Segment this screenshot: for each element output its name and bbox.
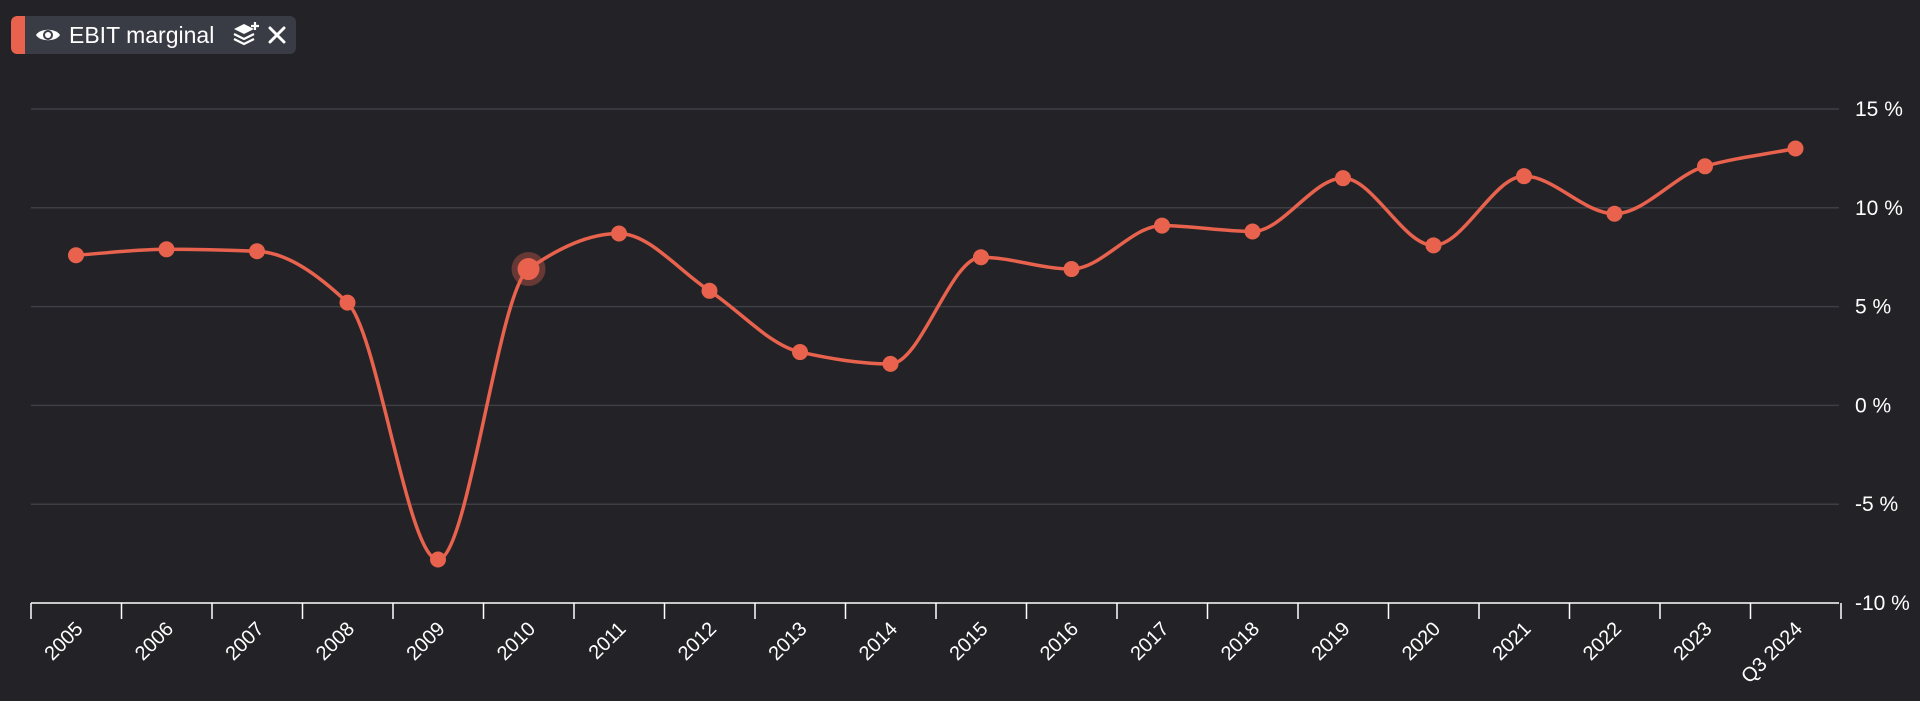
legend-color-swatch [11,16,25,54]
series-line [75,146,1796,562]
eye-icon[interactable] [35,26,61,44]
data-point[interactable] [1516,168,1532,185]
data-point[interactable] [1063,261,1080,278]
y-tick-label: -5 % [1855,493,1898,516]
x-tick-label: 2009 [403,618,450,665]
x-tick-label: 2022 [1579,618,1626,665]
x-tick-label: 2021 [1489,618,1536,665]
y-tick-label: 5 % [1855,296,1891,319]
data-point[interactable] [1787,140,1804,157]
y-tick-label: 10 % [1855,197,1903,220]
x-tick-label: 2012 [674,618,721,665]
x-tick-label: 2016 [1036,618,1083,665]
legend-label: EBIT marginal [69,21,215,48]
data-point[interactable] [1335,170,1351,187]
data-point[interactable] [701,282,718,299]
y-tick-label: 15 % [1855,98,1903,121]
close-icon[interactable] [268,26,286,44]
x-tick-label: 2015 [946,618,993,665]
data-point[interactable] [792,344,808,361]
legend-chip[interactable]: EBIT marginal [11,16,297,54]
x-tick-label: 2018 [1217,618,1264,665]
x-tick-label: 2007 [222,618,269,665]
x-tick-label: 2010 [493,618,540,665]
data-point[interactable] [430,551,446,568]
data-point[interactable] [249,243,265,260]
x-tick-label: 2017 [1127,618,1174,665]
x-tick-label: 2008 [312,618,359,665]
x-axis: 2005 2006 2007 2008 2009 2010 2011 2012 2013 2014… [30,602,1842,688]
data-point[interactable] [973,249,989,266]
series-line-path [75,146,1796,562]
data-point[interactable] [1244,223,1261,240]
data-point[interactable] [611,225,627,242]
y-tick-label: -10 % [1855,592,1910,615]
x-tick-label: 2023 [1670,618,1717,665]
data-point[interactable] [882,355,899,372]
x-tick-label: 2011 [585,618,631,664]
data-point[interactable] [339,294,356,311]
data-point[interactable] [517,258,540,281]
y-tick-label: 0 % [1855,394,1891,417]
series-points [68,140,1804,568]
data-point[interactable] [1425,237,1442,254]
data-point[interactable] [158,241,175,258]
data-point[interactable] [68,247,84,264]
y-axis-ticks: 15 % 10 % 5 % 0 % -5 % -10 % [1855,98,1910,615]
data-point[interactable] [1606,205,1623,222]
x-tick-label: 2019 [1308,618,1355,665]
x-tick-label: 2014 [855,618,902,665]
x-tick-label: 2020 [1398,618,1445,665]
x-tick-label: Q3 2024 [1737,618,1807,688]
grid-lines [31,108,1839,505]
x-tick-label: 2006 [131,618,178,665]
data-point[interactable] [1697,158,1713,175]
data-point[interactable] [1154,217,1170,234]
x-tick-label: 2013 [765,618,812,665]
x-tick-label: 2005 [41,618,88,665]
layers-icon[interactable] [232,22,260,48]
